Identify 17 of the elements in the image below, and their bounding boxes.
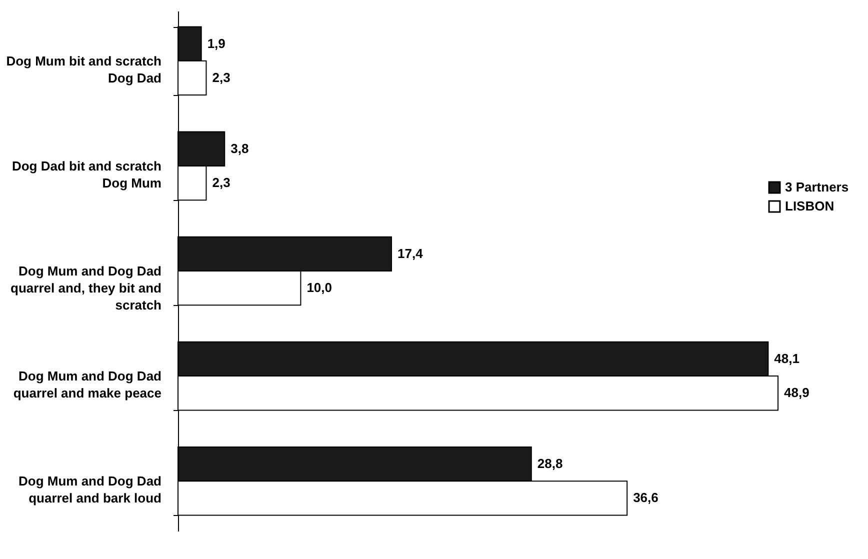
y-tick-label: Dog Mum bit and scratch Dog Dad [6, 53, 162, 86]
data-label: 48,1 [774, 350, 800, 366]
legend-label: LISBON [785, 198, 834, 214]
data-label: 36,6 [633, 490, 658, 506]
y-tick-label: Dog Mum and Dog Dad quarrel and, they bit and scratch [10, 264, 162, 312]
data-label: 10,0 [306, 280, 332, 296]
data-label: 1,9 [207, 36, 226, 51]
data-label: 2,3 [212, 175, 230, 190]
data-label: 48,9 [784, 385, 810, 400]
data-label: 2,3 [212, 70, 230, 85]
y-tick-label: Dog Mum and Dog Dad quarrel and make peace [13, 368, 162, 401]
data-label: 17,4 [397, 246, 424, 261]
data-label: 3,8 [230, 140, 249, 156]
y-tick-label: Dog Mum and Dog Dad quarrel and bark loud [18, 474, 162, 506]
data-label: 28,8 [537, 456, 563, 472]
legend-label: 3 Partners [785, 180, 849, 194]
y-tick-label: Dog Dad bit and scratch Dog Mum [12, 158, 162, 190]
